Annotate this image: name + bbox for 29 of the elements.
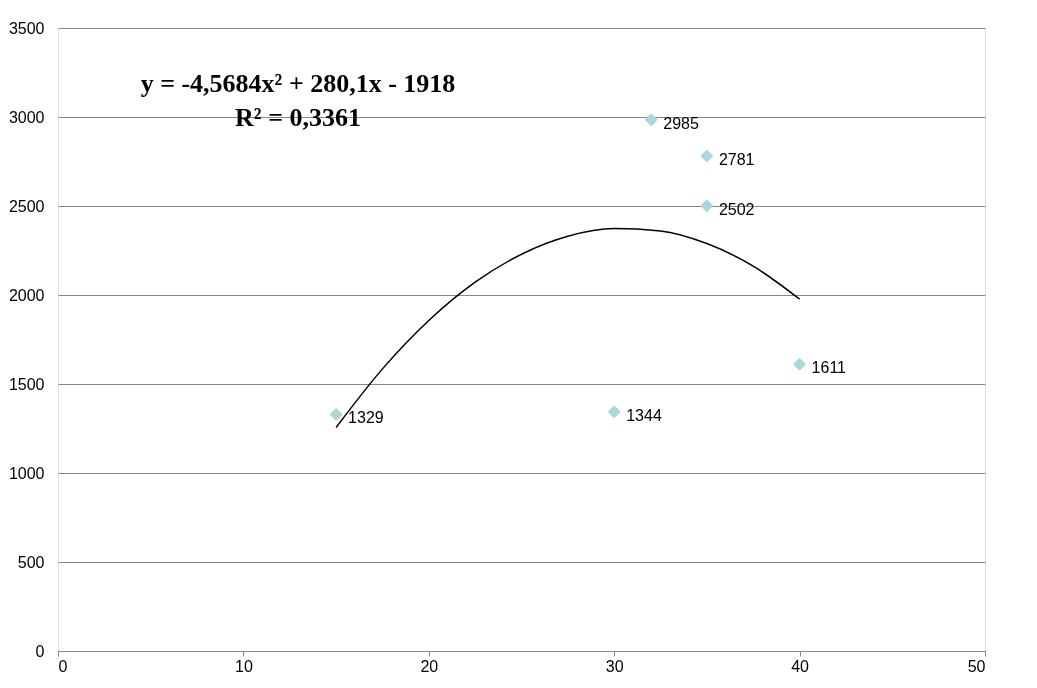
annotation: y = -4,5684x² + 280,1x - 1918 xyxy=(140,69,456,98)
x-tick-label: 0 xyxy=(58,657,68,675)
y-tick-label: 2500 xyxy=(8,197,45,215)
x-tick-label: 50 xyxy=(967,657,986,675)
point xyxy=(793,357,807,371)
point xyxy=(644,113,658,127)
data-label: 2781 xyxy=(718,150,755,168)
y-tick-label: 1500 xyxy=(8,375,45,393)
point xyxy=(700,199,714,213)
data-label: 1611 xyxy=(811,359,847,377)
y-tick-label: 1000 xyxy=(8,464,45,482)
x-tick-label: 20 xyxy=(420,657,439,675)
data-label: 2985 xyxy=(663,114,699,132)
y-tick-label: 0 xyxy=(35,642,45,660)
point xyxy=(329,407,343,421)
line-series xyxy=(335,227,801,429)
data-label: 2502 xyxy=(718,200,755,218)
y-tick-label: 3000 xyxy=(8,108,45,126)
y-tick-label: 2000 xyxy=(8,286,45,304)
y-tick-label: 3500 xyxy=(8,19,45,37)
y-tick-label: 500 xyxy=(17,553,45,571)
x-tick-label: 40 xyxy=(791,657,810,675)
annotation: R² = 0,3361 xyxy=(235,103,361,132)
point xyxy=(607,405,621,419)
data-label: 1329 xyxy=(348,409,384,427)
point xyxy=(700,149,714,163)
x-tick-label: 30 xyxy=(605,657,624,675)
data-label: 1344 xyxy=(626,406,662,424)
x-tick-label: 10 xyxy=(235,657,253,675)
